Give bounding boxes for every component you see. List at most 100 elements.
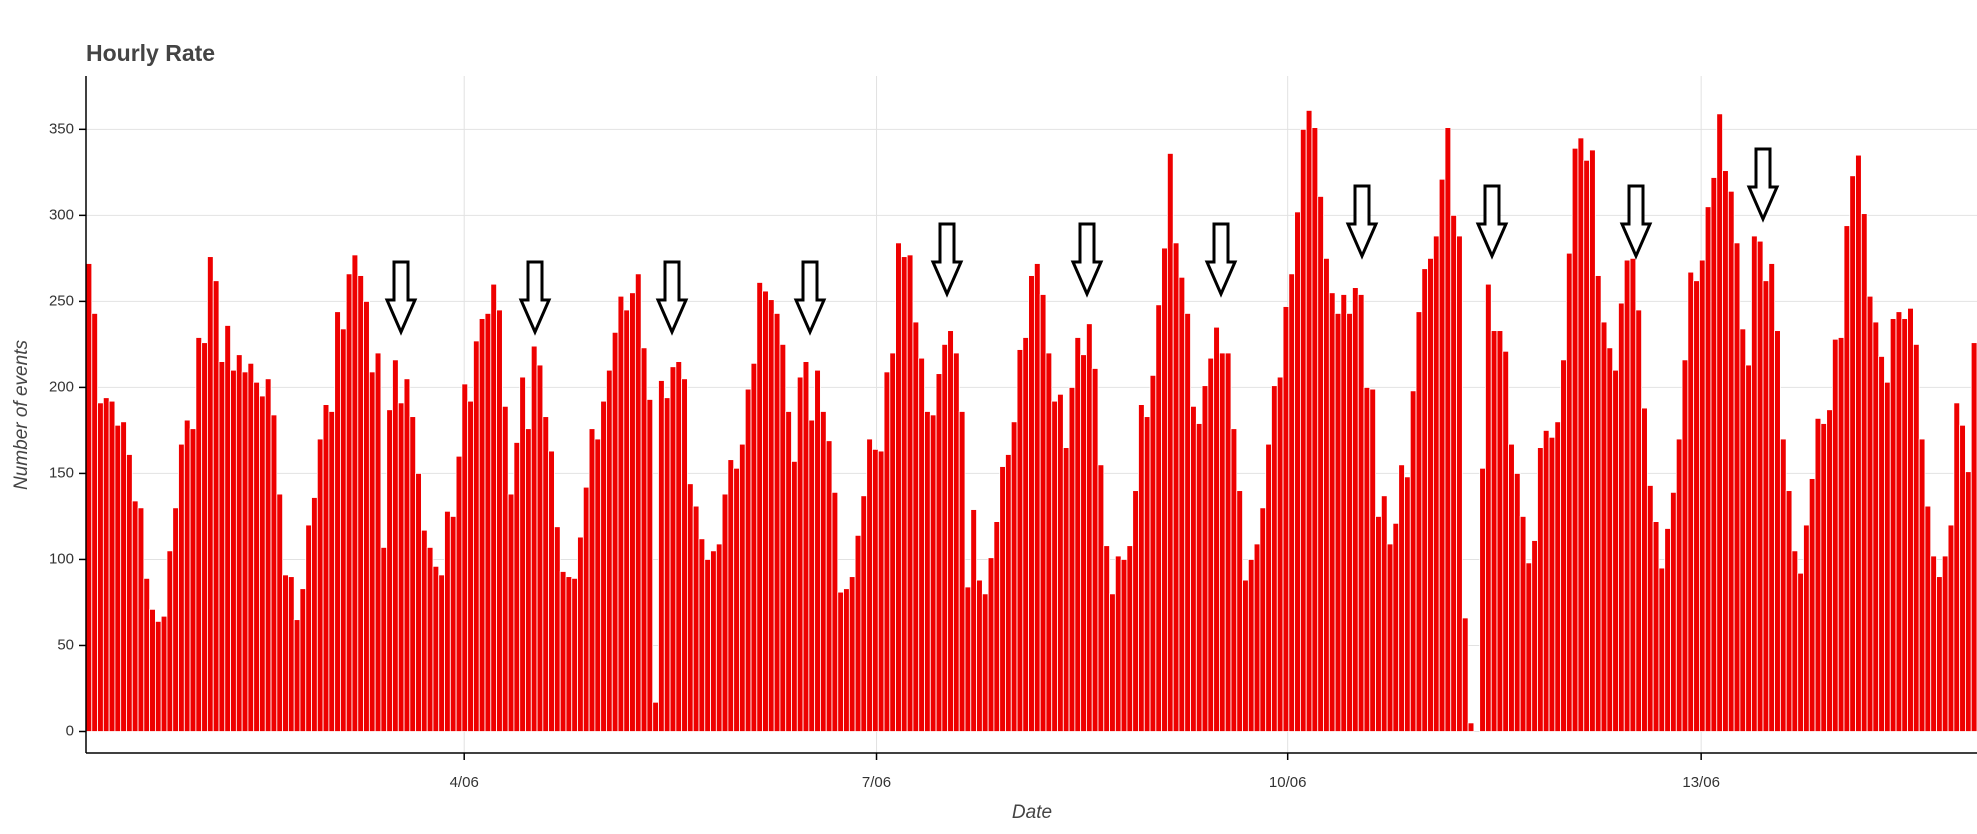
bar — [102, 397, 110, 732]
bar — [1537, 447, 1544, 732]
y-axis-label: Number of events — [11, 340, 32, 490]
bar — [1675, 438, 1683, 732]
bar — [1670, 491, 1677, 732]
bar — [218, 361, 226, 732]
bar — [1502, 350, 1509, 732]
bar — [316, 438, 324, 732]
bar — [1930, 555, 1937, 732]
bar — [1652, 521, 1660, 732]
bar — [687, 483, 694, 732]
bar — [1184, 313, 1191, 732]
bar — [1398, 464, 1405, 732]
bar — [195, 337, 203, 732]
bar — [970, 509, 977, 732]
bar — [432, 565, 440, 732]
bar — [681, 378, 688, 732]
bar — [1878, 356, 1885, 732]
bar — [374, 352, 382, 732]
bar — [1230, 428, 1238, 732]
bar — [461, 383, 469, 732]
bar — [1352, 287, 1359, 732]
bar — [872, 448, 879, 732]
bar — [1525, 562, 1533, 732]
bar — [739, 443, 746, 732]
bar — [935, 373, 943, 732]
bar — [953, 352, 960, 732]
y-tick-label: 150 — [49, 464, 74, 481]
y-tick-label: 250 — [49, 292, 74, 309]
bar — [675, 361, 683, 732]
bar — [594, 438, 602, 732]
bar — [1467, 722, 1475, 732]
bar — [1028, 275, 1035, 732]
bar — [559, 571, 567, 732]
bar — [843, 588, 850, 732]
bar — [1114, 555, 1122, 732]
bar — [224, 325, 231, 732]
bar — [1086, 323, 1093, 732]
bar — [1190, 405, 1197, 732]
bar — [455, 455, 463, 732]
bar — [1594, 275, 1602, 732]
bar — [1392, 522, 1400, 732]
bar — [1375, 516, 1382, 732]
bar — [1236, 490, 1243, 732]
bar — [1826, 409, 1833, 732]
bar — [1843, 225, 1851, 732]
bar — [1583, 159, 1590, 732]
bar — [987, 557, 995, 732]
arrow — [1475, 184, 1509, 260]
bar — [1849, 175, 1856, 732]
bar — [912, 321, 920, 732]
bar — [1386, 543, 1394, 732]
bar — [1357, 294, 1365, 732]
y-tick-label: 100 — [49, 550, 74, 567]
bar — [131, 500, 139, 732]
bar — [1490, 330, 1498, 732]
bar — [1219, 352, 1226, 732]
bar — [1554, 421, 1562, 732]
bar — [1409, 390, 1417, 732]
bar — [189, 428, 197, 732]
bar — [166, 550, 174, 732]
bar — [160, 615, 168, 732]
bar — [947, 330, 954, 732]
bar — [1427, 257, 1434, 732]
bar — [1953, 402, 1961, 732]
bar — [1091, 368, 1099, 732]
bar — [924, 411, 931, 732]
bar — [322, 404, 330, 732]
bar — [617, 295, 625, 732]
bar — [941, 343, 949, 732]
bar — [530, 345, 538, 732]
bar — [1045, 352, 1053, 732]
bar — [1895, 311, 1903, 732]
bar — [1334, 313, 1342, 732]
bar — [1889, 318, 1897, 732]
bar — [1797, 572, 1804, 732]
bar — [1722, 170, 1729, 732]
bar — [351, 254, 359, 732]
bar — [733, 467, 740, 732]
bar — [264, 378, 272, 732]
bar — [1548, 436, 1556, 732]
bar — [496, 309, 503, 732]
bar — [1745, 364, 1752, 732]
bar — [288, 576, 295, 732]
bar — [1311, 127, 1319, 732]
bar — [860, 495, 868, 732]
arrow — [1619, 184, 1653, 260]
bar — [1033, 263, 1041, 732]
bar — [825, 440, 833, 732]
bar — [1866, 295, 1874, 732]
bar — [91, 313, 98, 732]
bar — [582, 486, 590, 732]
bar — [889, 352, 897, 732]
bar — [1369, 388, 1376, 732]
bar — [1213, 326, 1220, 732]
bar — [235, 354, 243, 732]
bar — [357, 275, 364, 732]
x-tick-label: 7/06 — [862, 774, 891, 791]
y-tick-label: 50 — [57, 636, 74, 653]
bar — [282, 574, 289, 732]
